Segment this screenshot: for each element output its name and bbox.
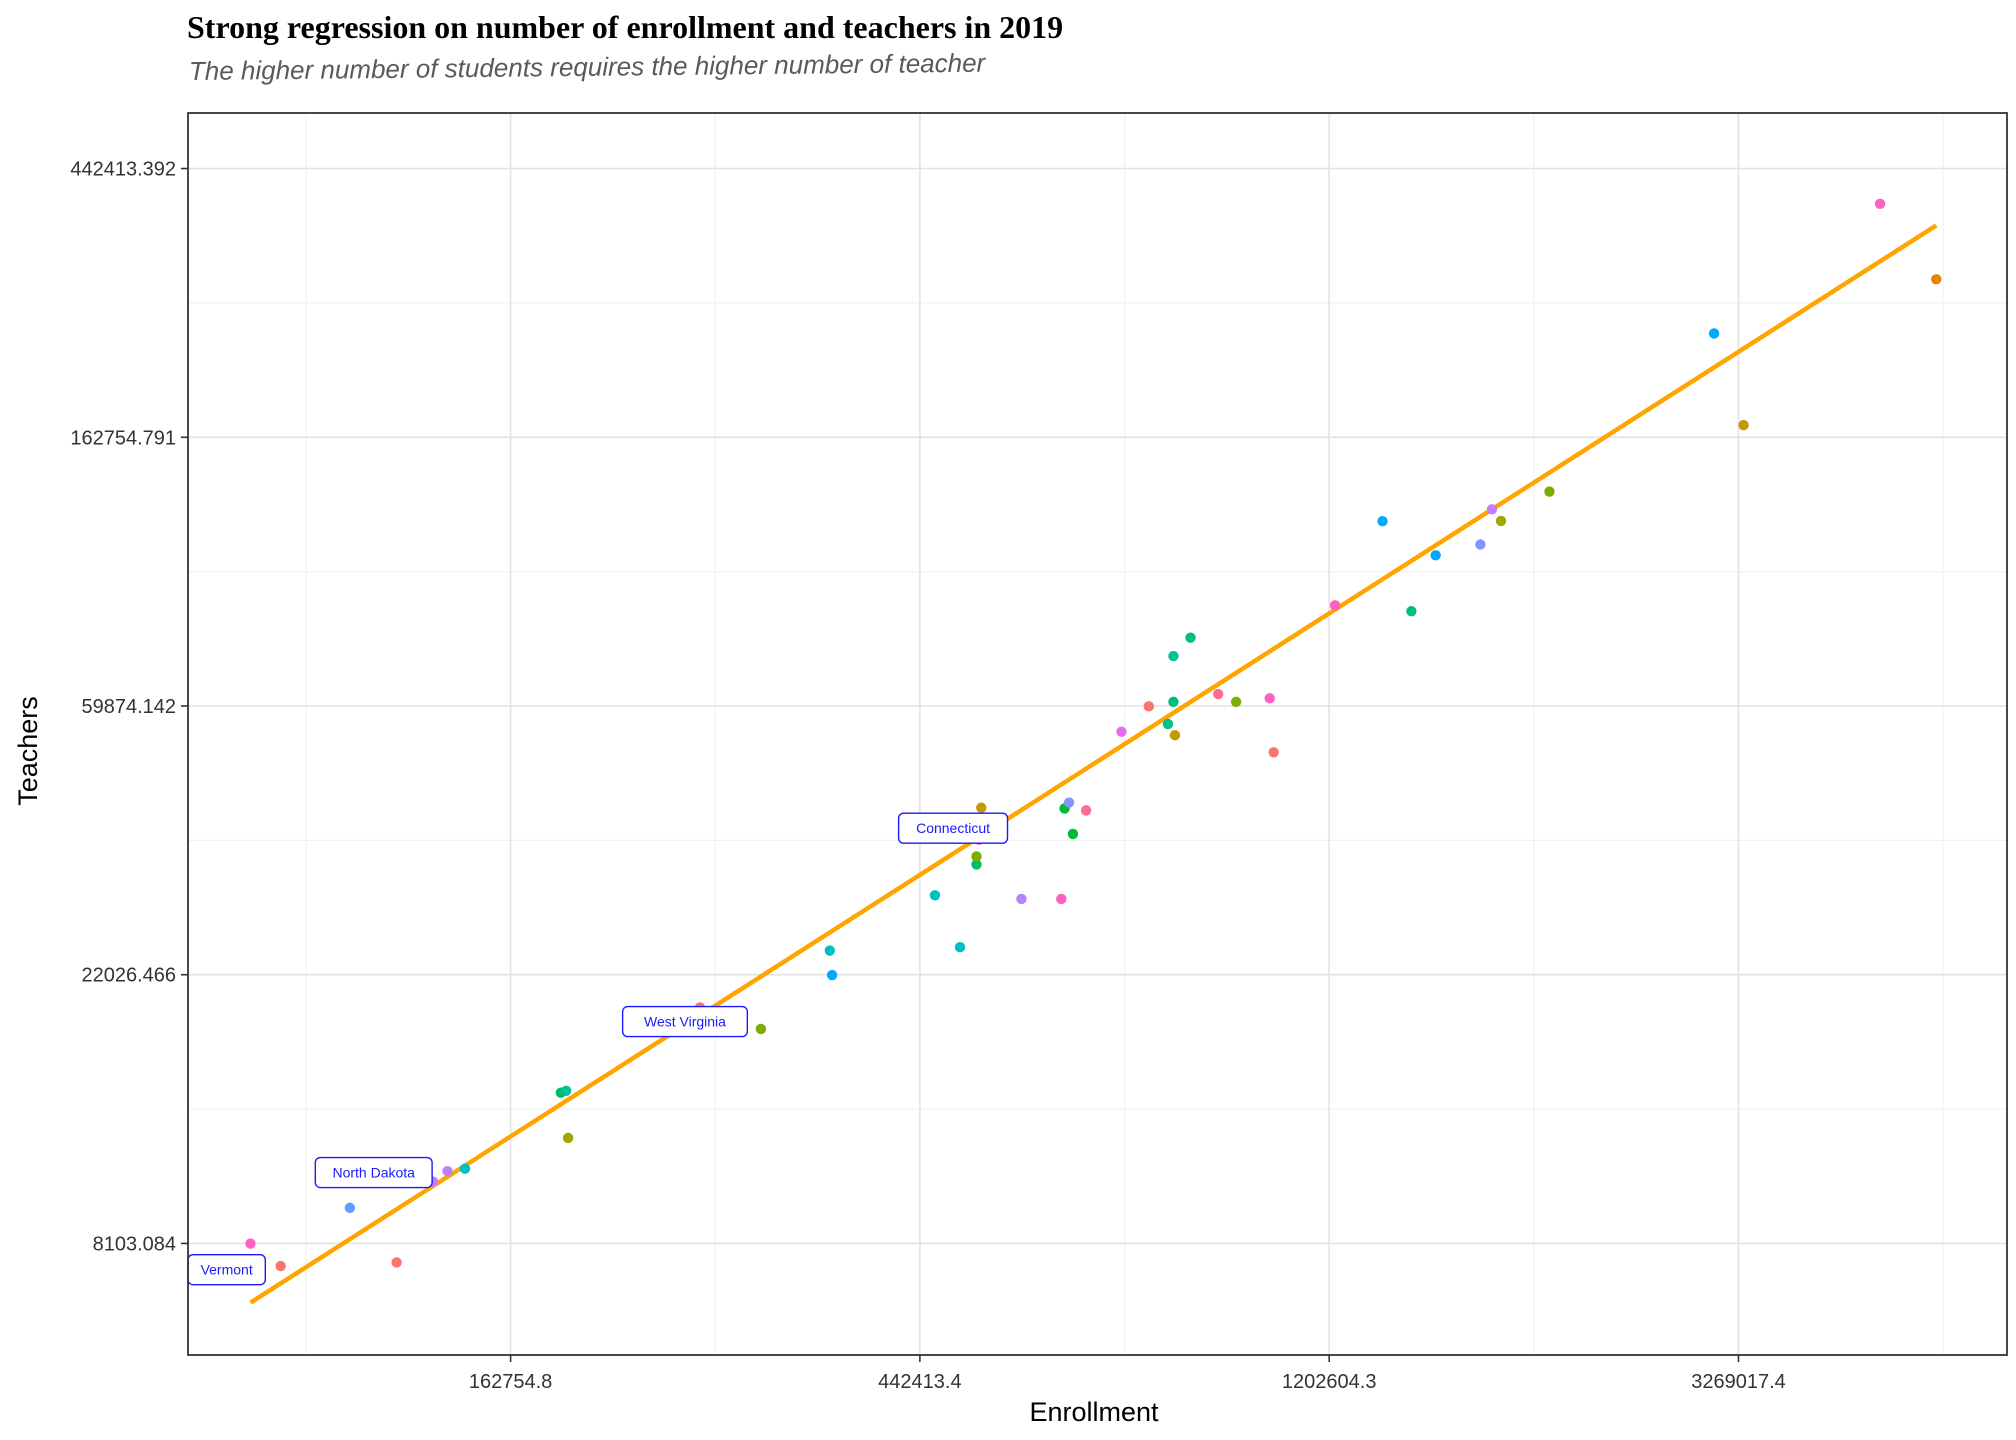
y-axis-title: Teachers <box>13 696 43 806</box>
data-point <box>1406 605 1417 617</box>
data-point <box>976 802 987 813</box>
y-tick-label: 442413.392 <box>70 159 176 181</box>
data-point <box>1143 701 1155 712</box>
state-label-box <box>314 1156 433 1189</box>
state-labels: Vermont North Dakota West Virginia Connecti… <box>187 812 1009 1286</box>
data-point <box>1931 274 1942 285</box>
y-tick-label: 162754.791 <box>70 427 176 449</box>
data-point <box>562 1132 574 1144</box>
data-point <box>1475 539 1486 550</box>
data-point <box>1544 486 1555 497</box>
state-label-box <box>897 812 1009 844</box>
data-point <box>459 1163 471 1174</box>
trend-line-layer <box>249 223 1938 1305</box>
state-label: Vermont <box>187 1253 267 1286</box>
data-point <box>1377 515 1388 527</box>
data-point <box>442 1166 453 1177</box>
data-point <box>1116 726 1127 737</box>
data-point <box>1063 797 1075 808</box>
data-point <box>826 969 838 981</box>
state-label: West Virginia <box>621 1005 749 1038</box>
x-tick-label: 162754.8 <box>469 1371 552 1393</box>
x-tick-label: 1202604.3 <box>1282 1371 1377 1393</box>
data-point <box>1329 600 1341 611</box>
data-point <box>1016 893 1027 905</box>
data-point <box>560 1085 572 1097</box>
x-tick-label: 442413.4 <box>878 1371 961 1393</box>
state-label-text: Connecticut <box>916 820 990 836</box>
axis-ticks: 162754.8 442413.4 1202604.3 3269017.4 8103.0… <box>70 159 1785 1393</box>
y-tick-label: 22026.466 <box>81 965 176 987</box>
data-point <box>1056 893 1067 905</box>
data-point <box>1230 696 1242 708</box>
data-point <box>755 1023 767 1035</box>
regression-line <box>249 223 1938 1305</box>
data-point <box>1162 718 1174 730</box>
data-point <box>1486 504 1498 515</box>
state-label: Connecticut <box>897 812 1009 844</box>
data-point <box>1495 515 1507 527</box>
state-label: North Dakota <box>314 1156 433 1189</box>
data-point <box>1264 693 1275 704</box>
data-point <box>1738 419 1749 431</box>
state-label-text: Vermont <box>201 1262 253 1278</box>
data-point <box>824 945 835 956</box>
data-point <box>1430 550 1441 561</box>
state-label-box <box>621 1005 749 1038</box>
data-point <box>929 890 941 901</box>
data-point <box>1168 650 1179 662</box>
data-points <box>245 198 1942 1272</box>
x-tick-label: 3269017.4 <box>1691 1371 1786 1393</box>
data-point <box>1080 805 1092 816</box>
data-point <box>275 1260 286 1272</box>
data-point <box>1708 328 1720 339</box>
minor-gridlines <box>188 113 2007 1355</box>
data-point <box>1185 632 1196 643</box>
data-point <box>971 851 982 862</box>
data-point <box>1168 696 1179 708</box>
data-point <box>245 1238 256 1249</box>
data-point <box>954 942 966 953</box>
data-point <box>391 1257 402 1268</box>
data-point <box>971 859 982 870</box>
major-gridlines <box>188 113 2007 1355</box>
state-label-text: West Virginia <box>644 1014 726 1030</box>
plot-panel-border <box>187 112 2008 1356</box>
data-point <box>1067 828 1079 840</box>
y-tick-label: 59874.142 <box>81 696 176 718</box>
data-point <box>1874 198 1886 210</box>
data-point <box>1268 747 1279 758</box>
data-point <box>344 1202 356 1214</box>
x-axis-title: Enrollment <box>1029 1397 1159 1427</box>
data-point <box>1213 688 1224 700</box>
y-tick-label: 8103.084 <box>93 1233 176 1255</box>
chart-subtitle: The higher number of students requires t… <box>189 48 987 86</box>
state-label-text: North Dakota <box>332 1165 415 1181</box>
data-point <box>1169 730 1181 741</box>
chart-title: Strong regression on number of enrollmen… <box>187 9 1063 45</box>
